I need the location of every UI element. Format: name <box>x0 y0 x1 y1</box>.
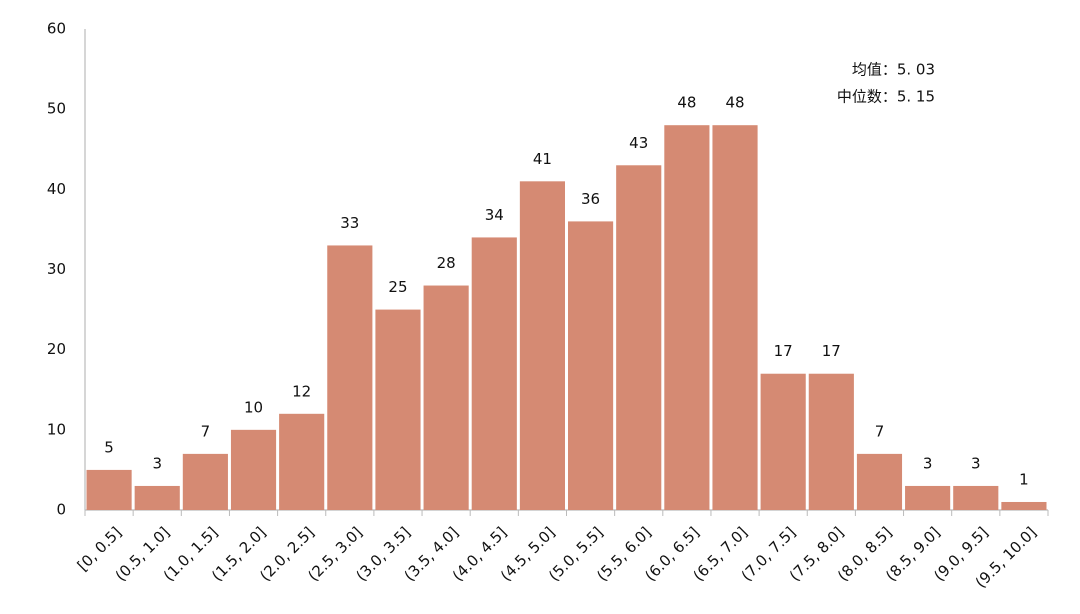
value-label: 5 <box>104 438 114 456</box>
value-label: 17 <box>774 342 793 360</box>
bar <box>375 309 421 510</box>
value-label: 43 <box>629 134 648 152</box>
bar <box>856 453 903 510</box>
value-label: 3 <box>152 454 162 472</box>
bar <box>86 469 132 510</box>
bar <box>1001 501 1047 510</box>
value-label: 1 <box>1019 470 1029 488</box>
value-label: 48 <box>677 94 696 112</box>
bar <box>327 245 373 510</box>
value-label: 36 <box>581 190 600 208</box>
y-tick-label: 50 <box>47 100 66 118</box>
value-label: 10 <box>244 398 263 416</box>
value-label: 3 <box>971 454 981 472</box>
value-label: 25 <box>388 278 407 296</box>
y-tick-label: 60 <box>47 20 66 38</box>
value-label: 28 <box>437 254 456 272</box>
value-label: 33 <box>340 214 359 232</box>
bar <box>423 285 469 510</box>
y-tick-label: 20 <box>47 340 66 358</box>
bar <box>616 165 662 511</box>
y-tick-label: 10 <box>47 420 66 438</box>
bar <box>230 429 277 510</box>
y-tick-label: 0 <box>56 501 66 519</box>
value-label: 48 <box>725 94 744 112</box>
bar <box>808 373 854 510</box>
bar <box>953 485 999 510</box>
annotation: 均值：5. 03 <box>852 61 935 79</box>
value-label: 3 <box>923 454 933 472</box>
y-tick-label: 30 <box>47 260 66 278</box>
bar <box>279 413 325 510</box>
value-label: 7 <box>875 422 885 440</box>
bar <box>760 373 806 510</box>
value-label: 41 <box>533 150 552 168</box>
bar <box>905 485 951 510</box>
value-label: 34 <box>485 206 504 224</box>
bar <box>182 453 228 510</box>
bar <box>519 181 565 511</box>
bar <box>664 125 710 510</box>
value-label: 7 <box>201 422 211 440</box>
bar <box>712 125 758 510</box>
bar <box>568 221 614 510</box>
value-label: 12 <box>292 382 311 400</box>
y-tick-label: 40 <box>47 180 66 198</box>
value-label: 17 <box>822 342 841 360</box>
annotation: 中位数：5. 15 <box>837 88 935 106</box>
bar <box>471 237 517 510</box>
bar <box>134 485 180 510</box>
